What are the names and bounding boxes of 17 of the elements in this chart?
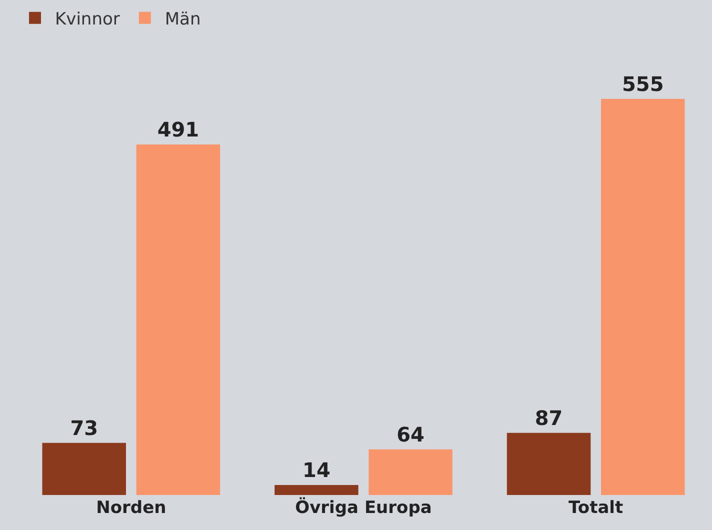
bar [42, 442, 126, 495]
data-label: 14 [302, 458, 330, 482]
data-label: 73 [70, 416, 98, 440]
bar [274, 485, 358, 495]
data-label: 64 [396, 422, 424, 446]
bar [136, 144, 220, 495]
bar [601, 98, 685, 495]
data-label: 555 [622, 72, 664, 96]
x-tick-label: Totalt [568, 498, 624, 518]
x-tick-label: Norden [96, 498, 166, 518]
legend-label: Män [164, 9, 201, 30]
legend-label: Kvinnor [55, 9, 120, 30]
data-label: 491 [157, 118, 200, 142]
data-label: 87 [534, 406, 563, 430]
bar [368, 449, 452, 495]
x-tick-label: Övriga Europa [295, 497, 432, 518]
bar [506, 432, 591, 495]
